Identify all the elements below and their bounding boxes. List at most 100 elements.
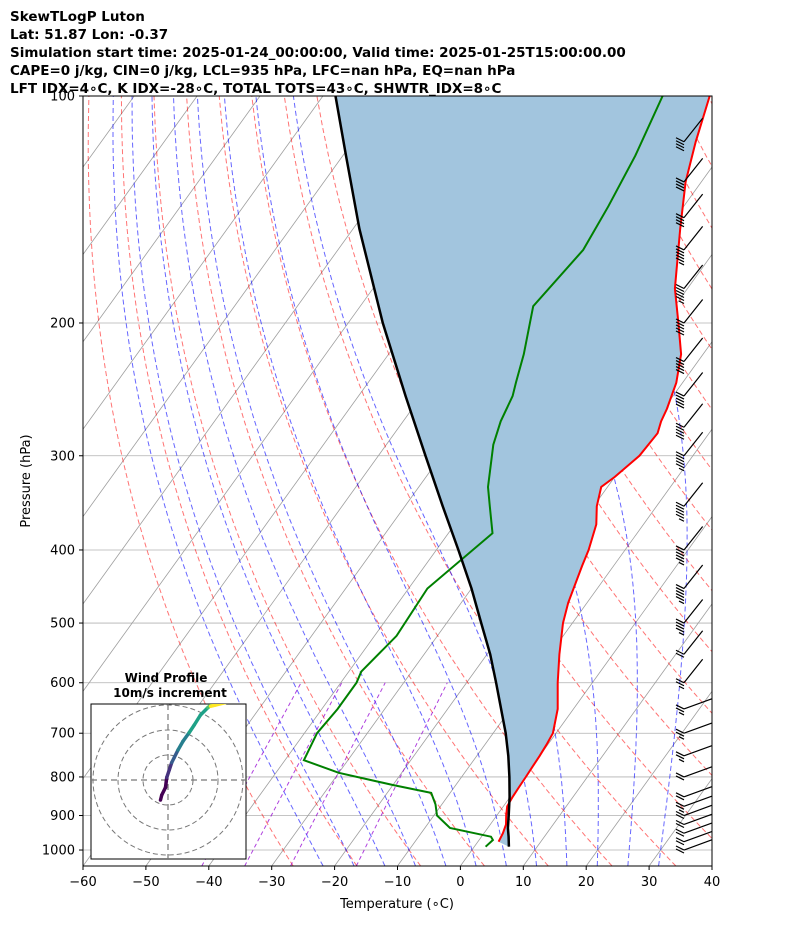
hodograph-segment [208, 704, 218, 708]
cin-shaded-area [335, 96, 710, 847]
wind-barb [675, 337, 704, 375]
barb-flag [675, 513, 685, 519]
x-tick-label: −40 [195, 875, 222, 890]
x-tick-label: −60 [69, 875, 96, 890]
parcel-line [334, 96, 511, 847]
chart-header: SkewTLogP Luton Lat: 51.87 Lon: -0.37 Si… [10, 8, 626, 98]
barb-flag [675, 219, 685, 225]
barb-flag [675, 510, 685, 516]
wind-barb [675, 564, 704, 605]
y-tick-label: 500 [50, 617, 75, 632]
barb-flag [675, 245, 685, 251]
barb-staff [683, 795, 713, 807]
y-tick-label: 100 [50, 90, 75, 105]
isotherm-line [83, 96, 387, 518]
barb-staff [683, 193, 704, 219]
barb-half-flag [678, 561, 685, 566]
barb-flag [675, 593, 685, 599]
isotherm-line [460, 515, 712, 866]
wind-barb [675, 795, 713, 813]
wind-barb [675, 599, 704, 636]
x-tick-label: 10 [515, 875, 532, 890]
barb-flag [675, 213, 685, 219]
barb-flag [675, 143, 685, 149]
barb-staff [683, 813, 713, 826]
x-tick-label: −20 [321, 875, 348, 890]
barb-flag [675, 177, 685, 183]
wind-barb [675, 839, 713, 854]
barb-flag [675, 366, 685, 372]
barb-flag [675, 431, 685, 437]
barb-flag [675, 624, 685, 630]
barb-flag [675, 254, 685, 260]
barb-flag [675, 678, 685, 684]
barb-half-flag [678, 632, 685, 636]
x-tick-label: −30 [258, 875, 285, 890]
wind-barb [675, 299, 704, 336]
wind-barb [675, 785, 713, 801]
y-tick-label: 800 [50, 770, 75, 785]
x-tick-label: 40 [704, 875, 721, 890]
wind-barb [675, 372, 704, 409]
dry-adiabat [707, 96, 712, 105]
barb-flag [675, 848, 685, 854]
barb-flag [675, 321, 685, 327]
wind-barb [675, 117, 704, 152]
mixing-ratio-line [290, 682, 386, 866]
barb-staff [683, 804, 713, 817]
wind-barbs [675, 117, 713, 854]
dry-adiabat [544, 96, 712, 411]
barb-staff [683, 766, 713, 778]
barb-flag [675, 831, 685, 837]
mixing-ratio-line [355, 682, 448, 866]
wind-barb [675, 403, 704, 440]
y-tick-label: 400 [50, 543, 75, 558]
x-tick-label: −50 [132, 875, 159, 890]
isotherm-line [0, 96, 8, 866]
barb-flag [675, 295, 685, 302]
barb-half-flag [678, 300, 685, 305]
barb-staff [683, 299, 704, 324]
barb-flag [675, 584, 685, 590]
location-text: Lat: 51.87 Lon: -0.37 [10, 27, 169, 43]
barb-flag [675, 681, 685, 687]
barb-flag [675, 400, 685, 406]
barb-staff [683, 564, 704, 589]
wind-barb [675, 698, 713, 716]
dry-adiabat [218, 96, 549, 866]
barb-flag [675, 618, 685, 624]
wind-barb [675, 158, 704, 192]
wind-barb [675, 744, 713, 763]
dry-adiabat [741, 96, 794, 866]
hodograph-title: Wind Profile [125, 671, 208, 685]
hodograph-segment [192, 713, 203, 727]
barb-flag [675, 792, 685, 798]
barb-flag [675, 248, 685, 254]
dry-adiabat [251, 96, 613, 866]
wind-barb [675, 264, 704, 305]
barb-half-flag [678, 711, 685, 716]
barb-flag [675, 186, 685, 192]
barb-flag [675, 257, 685, 263]
barb-flag [675, 357, 685, 363]
barb-staff [683, 226, 704, 251]
hodograph-segment [181, 730, 191, 743]
barb-flag [675, 251, 685, 257]
time-text: Simulation start time: 2025-01-24_00:00:… [10, 45, 626, 61]
barb-flag [675, 627, 685, 633]
barb-flag [675, 822, 685, 829]
barb-flag [675, 772, 685, 778]
barb-half-flag [678, 809, 685, 813]
barb-flag [675, 292, 685, 299]
x-tick-label: −10 [384, 875, 411, 890]
barb-flag [675, 554, 685, 560]
barb-staff [683, 337, 704, 362]
isotherm-line [334, 341, 712, 866]
barb-flag [675, 216, 685, 222]
barb-staff [683, 630, 704, 655]
isotherm-line [0, 96, 71, 866]
barb-flag [675, 501, 685, 507]
